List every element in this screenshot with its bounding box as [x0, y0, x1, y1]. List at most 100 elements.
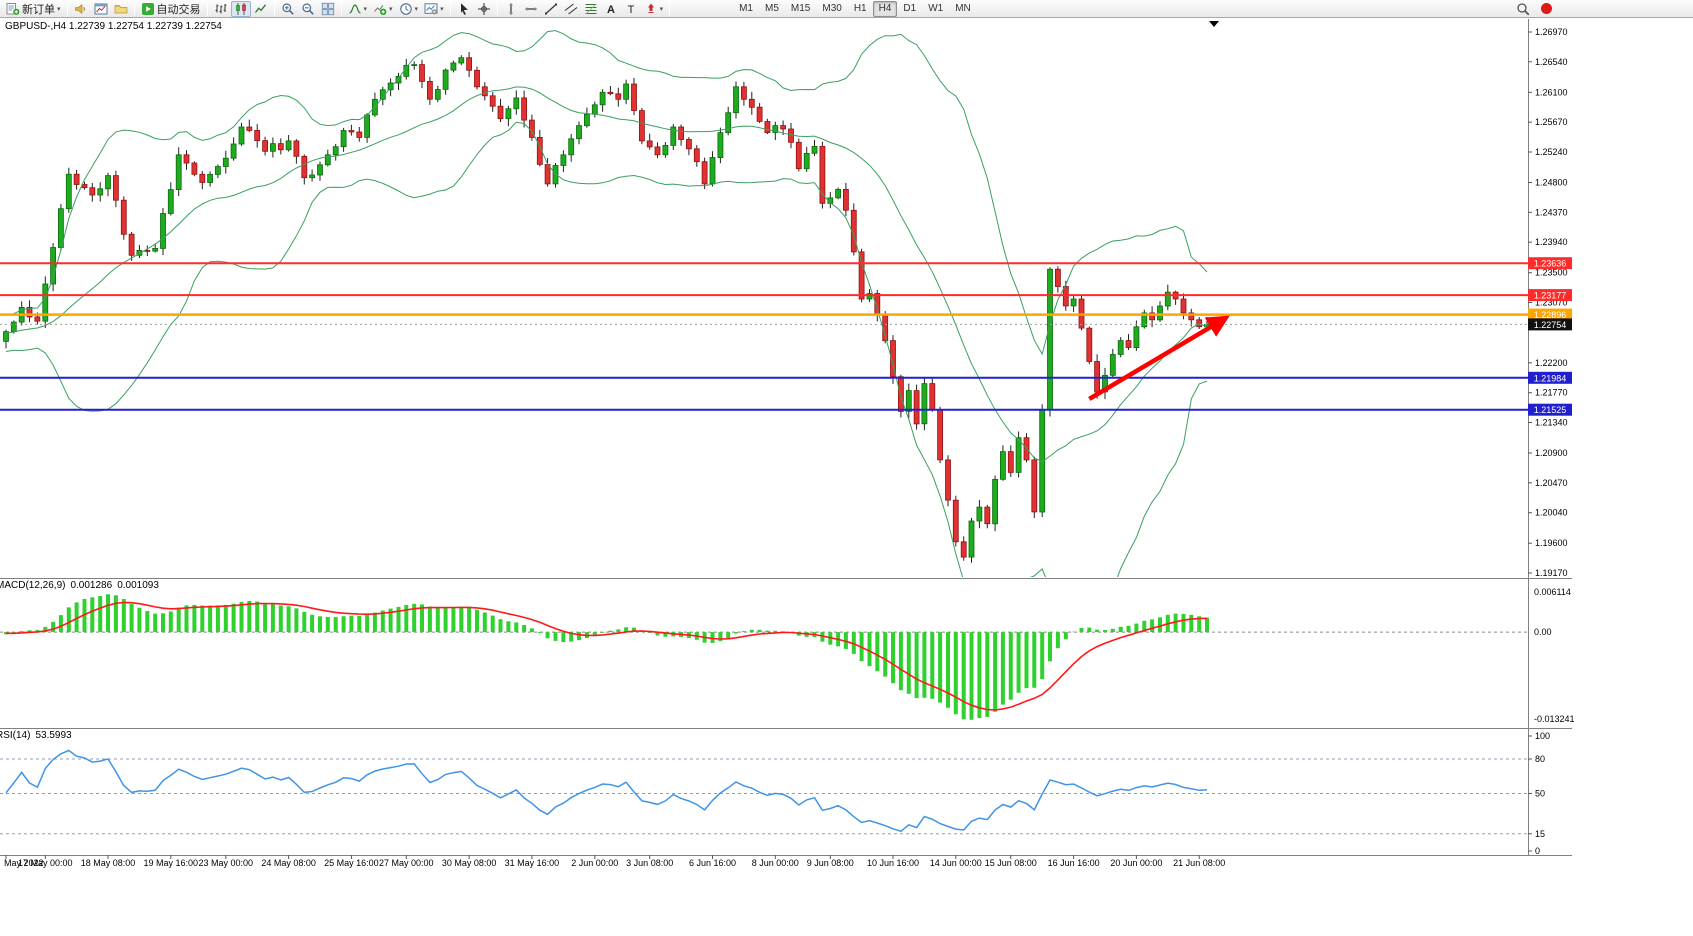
trend-icon: [544, 2, 558, 16]
timeframe-m30-button[interactable]: M30: [822, 3, 842, 14]
arrow-tool-icon: [644, 2, 658, 16]
toolbar-separator: [273, 1, 275, 16]
svg-text:1.21525: 1.21525: [1534, 405, 1567, 415]
periods-button[interactable]: ▾: [396, 1, 422, 17]
svg-text:May 2022: May 2022: [4, 858, 44, 868]
caret-down-icon: ▾: [414, 5, 419, 13]
hline-icon: [524, 2, 538, 16]
svg-text:18 May 08:00: 18 May 08:00: [81, 858, 136, 868]
svg-text:0.00: 0.00: [1534, 627, 1552, 637]
new-order-button[interactable]: 新订单 ▾: [3, 1, 64, 17]
svg-text:14 Jun 00:00: 14 Jun 00:00: [930, 858, 982, 868]
chart-window-button[interactable]: [91, 1, 111, 17]
svg-text:0: 0: [1535, 846, 1540, 856]
timeframe-m1-button[interactable]: M1: [739, 3, 753, 14]
caret-down-icon: ▾: [57, 5, 61, 13]
indicators-button[interactable]: ▾: [345, 1, 371, 17]
svg-text:A: A: [607, 4, 615, 16]
macd-header: MACD(12,26,9) 0.001286 0.001093: [0, 580, 164, 591]
crosshair-icon: [477, 2, 491, 16]
fibonacci-button[interactable]: [581, 1, 601, 17]
sound-button[interactable]: [71, 1, 91, 17]
symbol-ohlc-header: GBPUSD-,H4 1.22739 1.22754 1.22739 1.227…: [5, 21, 227, 32]
svg-text:31 May 16:00: 31 May 16:00: [505, 858, 560, 868]
autotrade-icon: [141, 2, 155, 16]
text-button[interactable]: A: [601, 1, 621, 17]
svg-text:24 May 08:00: 24 May 08:00: [261, 858, 316, 868]
vertical-line-button[interactable]: [501, 1, 521, 17]
svg-text:1.21770: 1.21770: [1535, 388, 1568, 398]
bar-chart-button[interactable]: [211, 1, 231, 17]
line-chart-button[interactable]: [251, 1, 271, 17]
templates-button[interactable]: ▾: [421, 1, 447, 17]
rsi-header: RSI(14) 53.5993: [0, 730, 77, 741]
zoom-out-button[interactable]: [298, 1, 318, 17]
arrows-button[interactable]: ▾: [641, 1, 667, 17]
svg-text:16 Jun 16:00: 16 Jun 16:00: [1048, 858, 1100, 868]
svg-text:1.23177: 1.23177: [1534, 291, 1567, 301]
tile-windows-button[interactable]: [318, 1, 338, 17]
svg-text:1.26100: 1.26100: [1535, 87, 1568, 97]
auto-trading-button[interactable]: 自动交易: [138, 1, 204, 17]
chart-window-icon: [94, 2, 108, 16]
caret-down-icon: ▾: [363, 5, 368, 13]
svg-text:1.23500: 1.23500: [1535, 268, 1568, 278]
candlestick-chart-button[interactable]: [230, 0, 251, 17]
search-button[interactable]: [1513, 1, 1533, 17]
caret-down-icon: ▾: [659, 5, 664, 13]
macd-value-signal: 0.001093: [117, 580, 159, 591]
svg-text:1.25240: 1.25240: [1535, 147, 1568, 157]
timeframe-h4-button[interactable]: H4: [872, 0, 898, 17]
magnifier-icon: [1516, 2, 1530, 16]
zoom-out-icon: [301, 2, 315, 16]
svg-text:1.23636: 1.23636: [1534, 259, 1567, 269]
cursor-button[interactable]: [454, 1, 474, 17]
add-indicator-button[interactable]: ▾: [370, 1, 396, 17]
auto-trading-button-label: 自动交易: [156, 3, 201, 16]
svg-text:15 Jun 08:00: 15 Jun 08:00: [985, 858, 1037, 868]
caret-down-icon: ▾: [389, 5, 393, 13]
macd-value-main: 0.001286: [70, 580, 113, 591]
notification-badge[interactable]: [1541, 3, 1552, 14]
svg-text:2 Jun 00:00: 2 Jun 00:00: [571, 858, 618, 868]
caret-down-icon: ▾: [440, 5, 444, 13]
svg-text:50: 50: [1535, 789, 1545, 799]
svg-text:1.19170: 1.19170: [1535, 568, 1568, 578]
fibo-icon: [584, 2, 598, 16]
timeframe-m5-button[interactable]: M5: [765, 3, 779, 14]
svg-text:1.21340: 1.21340: [1535, 418, 1568, 428]
svg-text:1.25670: 1.25670: [1535, 117, 1568, 127]
svg-text:15: 15: [1535, 829, 1545, 839]
timeframe-d1-button[interactable]: D1: [903, 3, 917, 14]
cursor-icon: [457, 2, 471, 16]
crosshair-button[interactable]: [474, 1, 494, 17]
timeframe-w1-button[interactable]: W1: [928, 3, 944, 14]
svg-text:21 Jun 08:00: 21 Jun 08:00: [1173, 858, 1225, 868]
new-order-icon: [6, 2, 20, 16]
svg-text:1.26970: 1.26970: [1535, 27, 1568, 37]
toolbar-separator: [66, 1, 68, 16]
svg-text:100: 100: [1535, 731, 1550, 741]
equidistant-channel-button[interactable]: [561, 1, 581, 17]
timeframe-h1-button[interactable]: H1: [853, 3, 867, 14]
zoom-in-button[interactable]: [278, 1, 298, 17]
toolbar-right-group: [1513, 1, 1690, 17]
svg-text:1.26540: 1.26540: [1535, 57, 1568, 67]
timeframe-m15-button[interactable]: M15: [790, 3, 811, 14]
svg-text:1.21984: 1.21984: [1534, 373, 1567, 383]
svg-text:1.23940: 1.23940: [1535, 237, 1568, 247]
svg-text:T: T: [627, 4, 634, 16]
profiles-button[interactable]: [111, 1, 131, 17]
toolbar-separator: [133, 1, 135, 16]
svg-text:9 Jun 08:00: 9 Jun 08:00: [807, 858, 854, 868]
template-icon: [424, 2, 438, 16]
horizontal-line-button[interactable]: [521, 1, 541, 17]
text-a-icon: A: [604, 2, 618, 16]
text-label-button[interactable]: T: [621, 1, 641, 17]
svg-text:1.24800: 1.24800: [1535, 178, 1568, 188]
trendline-button[interactable]: [541, 1, 561, 17]
timeframe-mn-button[interactable]: MN: [955, 3, 971, 14]
horn-icon: [74, 2, 88, 16]
